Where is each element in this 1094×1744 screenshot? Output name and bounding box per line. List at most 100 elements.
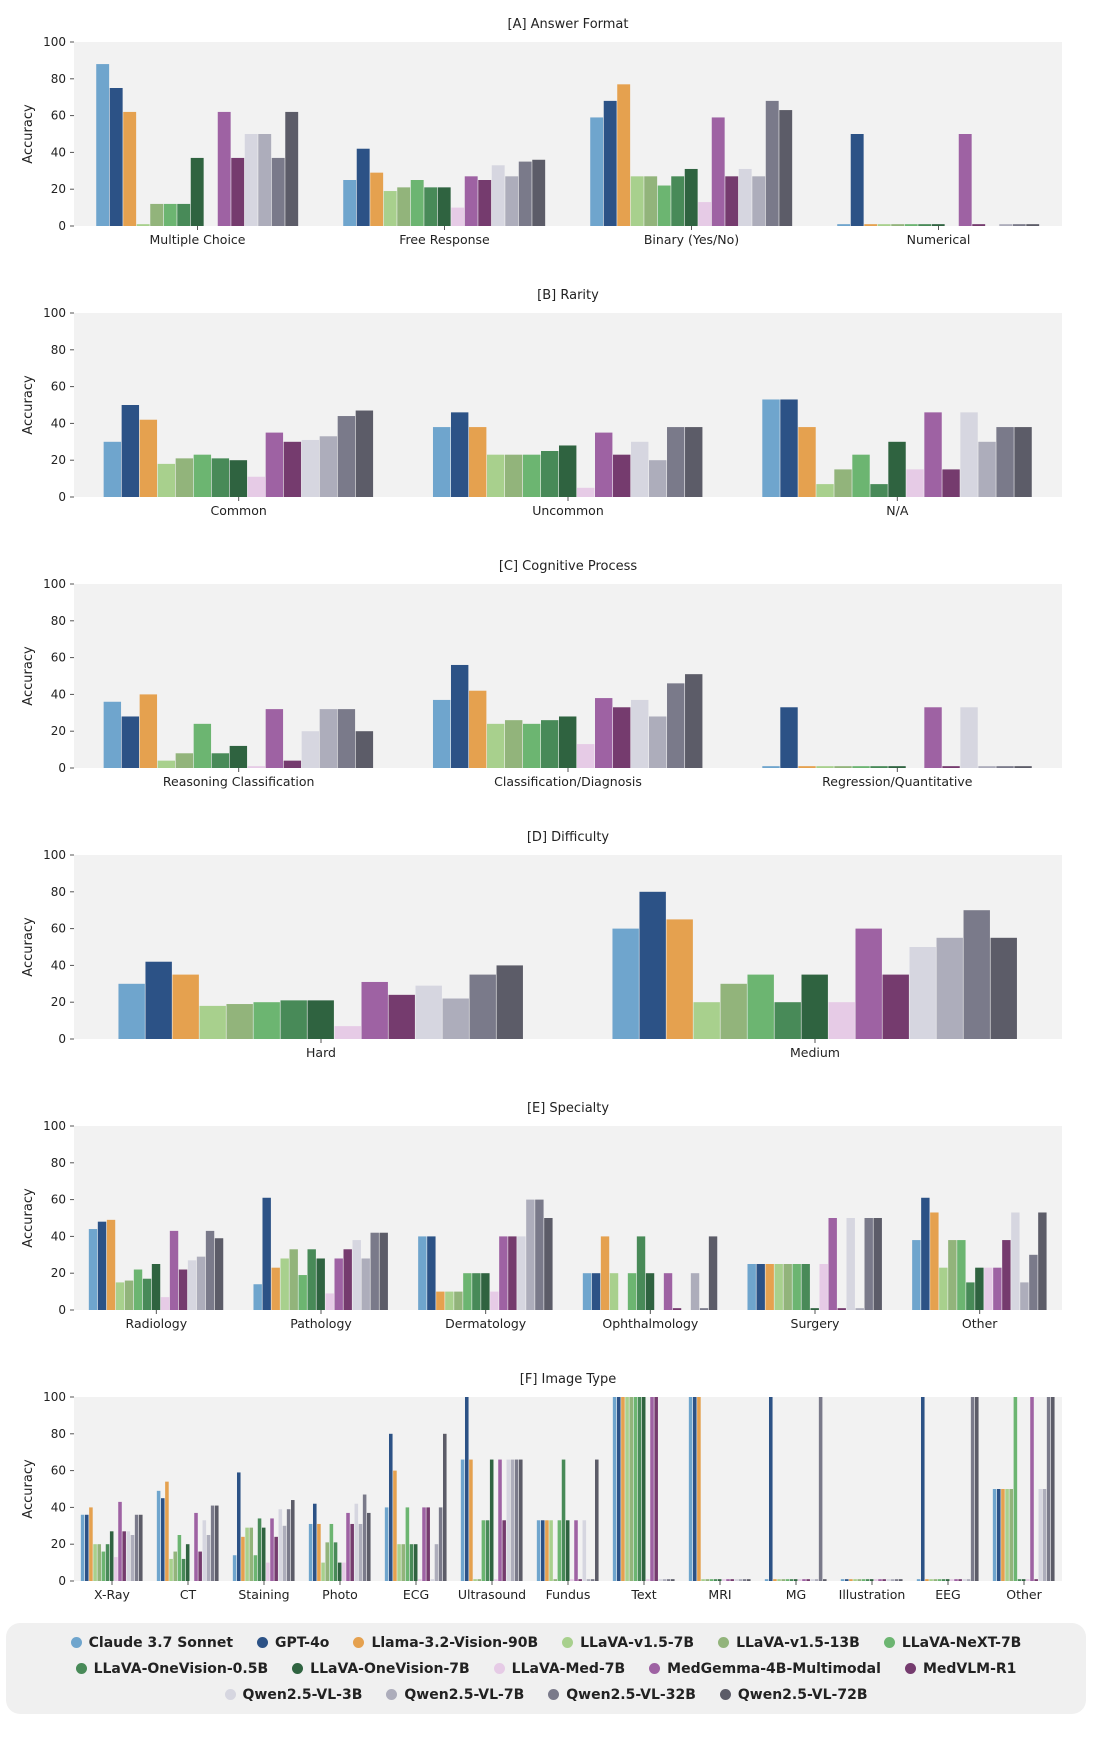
bar xyxy=(430,1579,435,1581)
bar xyxy=(115,1282,125,1310)
bar xyxy=(241,1536,245,1581)
bar xyxy=(1029,1254,1038,1310)
bar xyxy=(996,427,1014,497)
bar xyxy=(890,1579,895,1581)
bar xyxy=(468,690,487,768)
bar xyxy=(202,1520,207,1581)
bar xyxy=(877,224,891,226)
legend-swatch xyxy=(493,1663,505,1674)
bar xyxy=(798,766,816,768)
bar xyxy=(211,458,230,497)
bar xyxy=(118,983,145,1039)
bar xyxy=(709,1579,714,1581)
x-tick-label: Uncommon xyxy=(532,503,604,518)
y-tick-label: 20 xyxy=(51,182,66,196)
x-tick-label: Surgery xyxy=(791,1316,841,1331)
bar xyxy=(698,202,712,226)
bar xyxy=(245,1527,249,1581)
bar xyxy=(401,1544,406,1581)
bar xyxy=(139,419,158,497)
bar xyxy=(937,1579,942,1581)
bar xyxy=(939,1267,948,1310)
bar xyxy=(278,1509,283,1581)
bar xyxy=(319,436,338,497)
bar xyxy=(855,928,882,1039)
chart-title: [E] Specialty xyxy=(527,1101,609,1116)
chart-panel-0: [A] Answer Format 0 20 40 60 80 100 Accuracy Mul… xyxy=(21,17,1062,247)
bar xyxy=(450,664,469,768)
y-axis-label: Accuracy xyxy=(21,1188,36,1248)
x-tick-label: Regression/Quantitative xyxy=(822,774,973,789)
x-tick-label: Medium xyxy=(790,1045,840,1060)
bar xyxy=(717,1579,722,1581)
bar xyxy=(996,766,1014,768)
bar xyxy=(206,1535,211,1581)
bar xyxy=(960,707,978,768)
y-tick-label: 80 xyxy=(51,614,66,628)
legend-swatch xyxy=(292,1663,304,1674)
bar xyxy=(773,1579,777,1581)
bar xyxy=(426,1507,430,1581)
bar xyxy=(667,427,685,497)
bar xyxy=(738,168,752,226)
bar xyxy=(321,1562,325,1581)
y-tick-label: 20 xyxy=(51,1266,66,1280)
bar xyxy=(481,1273,490,1310)
bar xyxy=(874,1579,878,1581)
bar xyxy=(282,1525,287,1581)
bar xyxy=(150,203,164,226)
bar xyxy=(415,985,442,1039)
bar xyxy=(774,1264,783,1310)
bar xyxy=(590,117,604,226)
bar xyxy=(616,1397,621,1581)
bar xyxy=(692,1397,697,1581)
chart-legend: Claude 3.7 Sonnet GPT-4o Llama-3.2-Vision-… xyxy=(6,1623,1086,1714)
bar xyxy=(522,454,541,497)
legend-swatch xyxy=(719,1689,731,1700)
bar xyxy=(472,1273,481,1310)
y-tick-label: 0 xyxy=(58,490,66,504)
bar xyxy=(291,1500,295,1581)
bar xyxy=(1017,1579,1022,1581)
bar xyxy=(274,1536,278,1581)
chart-panel-3: [D] Difficulty 0 20 40 60 80 100 Accuracy Hard Me… xyxy=(21,830,1062,1060)
bar xyxy=(1014,766,1032,768)
bar xyxy=(229,460,248,497)
x-tick-label: Staining xyxy=(238,1587,289,1602)
bar xyxy=(918,224,932,226)
bar xyxy=(629,1397,634,1581)
bar xyxy=(894,1579,899,1581)
legend-swatch xyxy=(257,1637,269,1648)
y-axis-label: Accuracy xyxy=(21,104,36,164)
bar xyxy=(337,709,356,768)
bar xyxy=(265,432,284,497)
legend-item: Qwen2.5-VL-72B xyxy=(719,1687,867,1703)
bar xyxy=(418,1579,422,1581)
bar xyxy=(266,1562,270,1581)
legend-item: MedGemma-4B-Multimodal xyxy=(649,1661,881,1677)
bar xyxy=(779,110,793,226)
bar xyxy=(1046,1397,1051,1581)
bar xyxy=(139,1514,143,1581)
bar xyxy=(358,1523,363,1581)
x-tick-label: Free Response xyxy=(399,232,490,247)
bar xyxy=(1038,1212,1047,1310)
bar xyxy=(912,1240,921,1310)
chart-panel-5: [F] Image Type 0 20 40 60 80 100 Accuracy X-Ray C… xyxy=(21,1372,1062,1602)
bar xyxy=(464,176,478,226)
bar xyxy=(451,207,465,226)
legend-item: GPT-4o xyxy=(257,1635,329,1651)
x-tick-label: Ultrasound xyxy=(458,1587,526,1602)
bar xyxy=(978,441,996,497)
bar xyxy=(145,961,172,1039)
legend-label: Qwen2.5-VL-7B xyxy=(404,1686,525,1703)
bar xyxy=(526,1199,535,1310)
bar xyxy=(122,1531,126,1581)
bar xyxy=(545,1520,549,1581)
bar xyxy=(1013,1397,1018,1581)
bar xyxy=(690,1273,700,1310)
bar xyxy=(247,766,266,768)
bar xyxy=(1038,1489,1043,1581)
bar xyxy=(231,157,245,226)
bar xyxy=(1009,1489,1014,1581)
